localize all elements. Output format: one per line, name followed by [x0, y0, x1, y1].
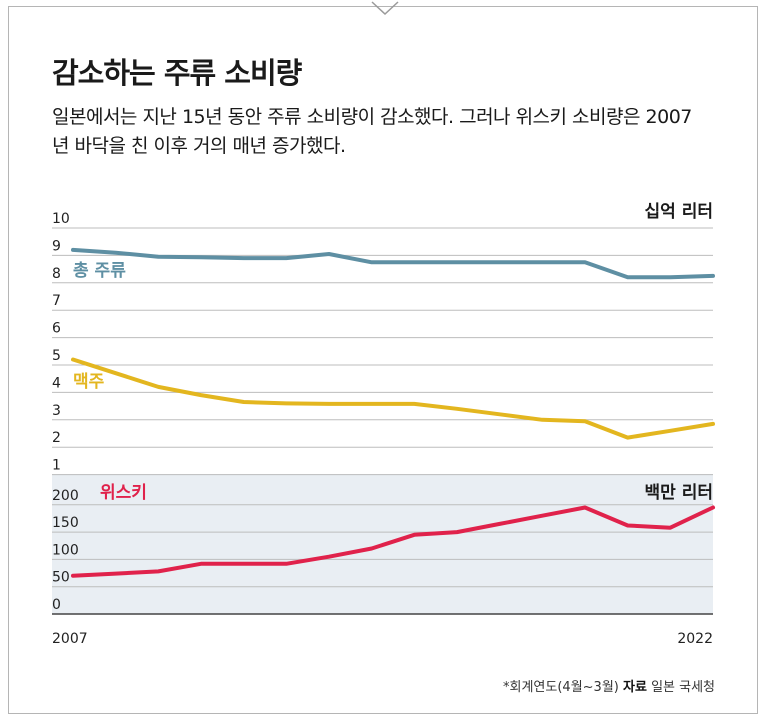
source-label: 자료 [623, 680, 647, 695]
unit-label-top: 십억 리터 [645, 202, 713, 222]
series-label-whisky: 위스키 [100, 483, 147, 503]
x-tick-first: 2007 [52, 631, 88, 647]
y-tick-label-top: 1 [52, 458, 61, 474]
y-tick-label-top: 9 [52, 238, 61, 254]
y-tick-label-top: 4 [52, 375, 61, 391]
y-tick-label-bottom: 200 [52, 488, 79, 504]
series-line-beer [71, 357, 715, 440]
y-tick-label-bottom: 0 [52, 597, 61, 613]
y-tick-label-top: 10 [52, 211, 70, 227]
y-tick-label-top: 3 [52, 403, 61, 419]
y-tick-label-top: 8 [52, 266, 61, 282]
y-tick-label-bottom: 150 [52, 515, 79, 531]
chevron-down-icon [371, 1, 399, 16]
series-line-whisky [71, 505, 715, 578]
series-label-total: 총 주류 [73, 261, 126, 281]
y-tick-label-bottom: 50 [52, 570, 70, 586]
y-tick-label-top: 7 [52, 293, 61, 309]
source-name: 일본 국세청 [651, 680, 715, 695]
series-layer [71, 247, 715, 578]
y-tick-label-top: 2 [52, 430, 61, 446]
y-tick-label-top: 6 [52, 321, 61, 337]
series-line-total [71, 247, 715, 280]
page-subtitle: 일본에서는 지난 15년 동안 주류 소비량이 감소했다. 그러나 위스키 소비… [52, 106, 692, 157]
page-title: 감소하는 주류 소비량 [52, 56, 302, 90]
x-tick-last: 2022 [677, 631, 713, 647]
y-tick-label-top: 5 [52, 348, 61, 364]
unit-label-bottom: 백만 리터 [645, 483, 713, 503]
source-note: *회계연도(4월~3월) 자료 일본 국세청 [503, 676, 715, 695]
series-label-beer: 맥주 [73, 372, 105, 392]
y-tick-label-bottom: 100 [52, 542, 79, 558]
source-footnote: *회계연도(4월~3월) [503, 680, 619, 695]
